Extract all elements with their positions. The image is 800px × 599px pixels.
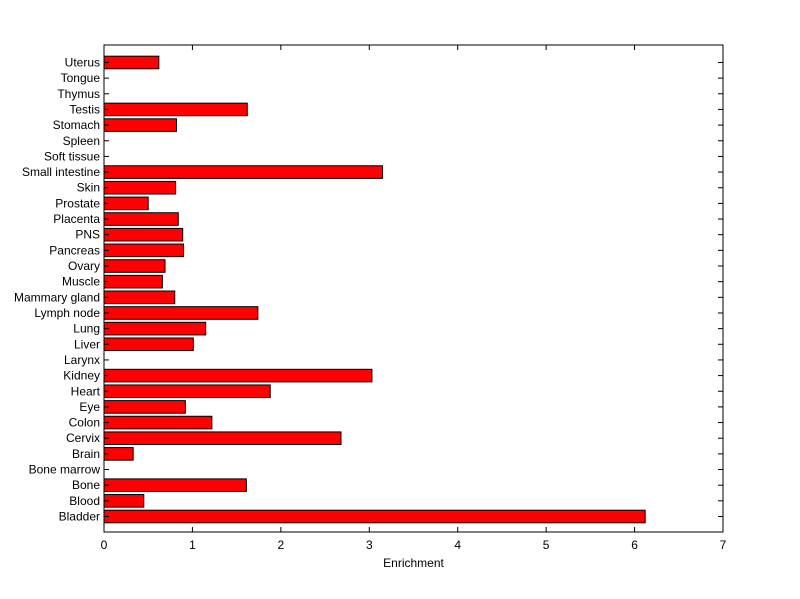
bar: [103, 243, 185, 258]
x-tick-label: 5: [543, 538, 550, 552]
bar: [103, 509, 646, 524]
plot-area-frame: [103, 44, 724, 533]
y-tick-label: Spleen: [63, 134, 100, 148]
y-tick-label: Stomach: [53, 118, 100, 132]
y-tick-label: Blood: [69, 494, 100, 508]
y-tick-label: Skin: [77, 181, 100, 195]
bar: [103, 102, 248, 117]
y-tick-label: Uterus: [65, 55, 100, 69]
y-tick-label: Muscle: [62, 275, 100, 289]
x-tick-label: 0: [101, 538, 108, 552]
y-tick-label: Heart: [71, 384, 101, 398]
bar: [103, 212, 179, 226]
y-tick-label: Small intestine: [22, 165, 100, 179]
y-tick-label: Lung: [73, 322, 100, 336]
y-tick-label: Larynx: [64, 353, 100, 367]
bar: [103, 321, 207, 336]
y-tick-label: Colon: [69, 416, 100, 430]
y-tick-label: Kidney: [63, 369, 100, 383]
bar: [103, 227, 184, 242]
x-axis: 0 1 2 3 4 5 6 7: [101, 45, 727, 552]
x-axis-label: Enrichment: [383, 556, 444, 570]
y-tick-label: Bladder: [59, 510, 100, 524]
y-tick-label: Mammary gland: [14, 290, 100, 304]
bar: [103, 337, 194, 352]
y-tick-label: Soft tissue: [44, 149, 100, 163]
x-tick-label: 6: [631, 538, 638, 552]
bar: [103, 259, 166, 273]
x-tick-label: 2: [278, 538, 285, 552]
bar: [103, 196, 149, 211]
x-tick-label: 1: [189, 538, 196, 552]
bars-group: [103, 55, 646, 524]
y-tick-label: PNS: [75, 228, 100, 242]
bar: [103, 384, 271, 399]
y-tick-label: Brain: [72, 447, 100, 461]
bar: [103, 478, 247, 492]
y-tick-label: Bone marrow: [29, 463, 101, 477]
x-tick-label: 4: [454, 538, 461, 552]
y-tick-label: Lymph node: [34, 306, 100, 320]
bar: [103, 494, 145, 508]
bar: [103, 368, 373, 383]
x-tick-label: 7: [720, 538, 727, 552]
bar: [103, 400, 186, 414]
bar: [103, 165, 384, 179]
y-tick-label: Tongue: [61, 71, 101, 85]
bar: [103, 431, 342, 446]
bar: [103, 274, 163, 289]
y-tick-label: Prostate: [55, 196, 100, 210]
bar: [103, 180, 177, 195]
bar: [103, 118, 178, 132]
bar: [103, 415, 213, 430]
y-tick-label: Testis: [69, 102, 100, 116]
y-tick-label: Placenta: [53, 212, 100, 226]
y-tick-label: Liver: [74, 337, 100, 351]
y-tick-label: Bone: [72, 478, 100, 492]
bar: [103, 290, 176, 305]
bar: [103, 55, 160, 70]
y-tick-label: Thymus: [57, 87, 100, 101]
y-tick-label: Pancreas: [49, 243, 100, 257]
y-tick-label: Eye: [79, 400, 100, 414]
y-tick-label: Cervix: [66, 431, 100, 445]
x-tick-label: 3: [366, 538, 373, 552]
y-tick-label: Ovary: [68, 259, 100, 273]
bar: [103, 306, 259, 320]
